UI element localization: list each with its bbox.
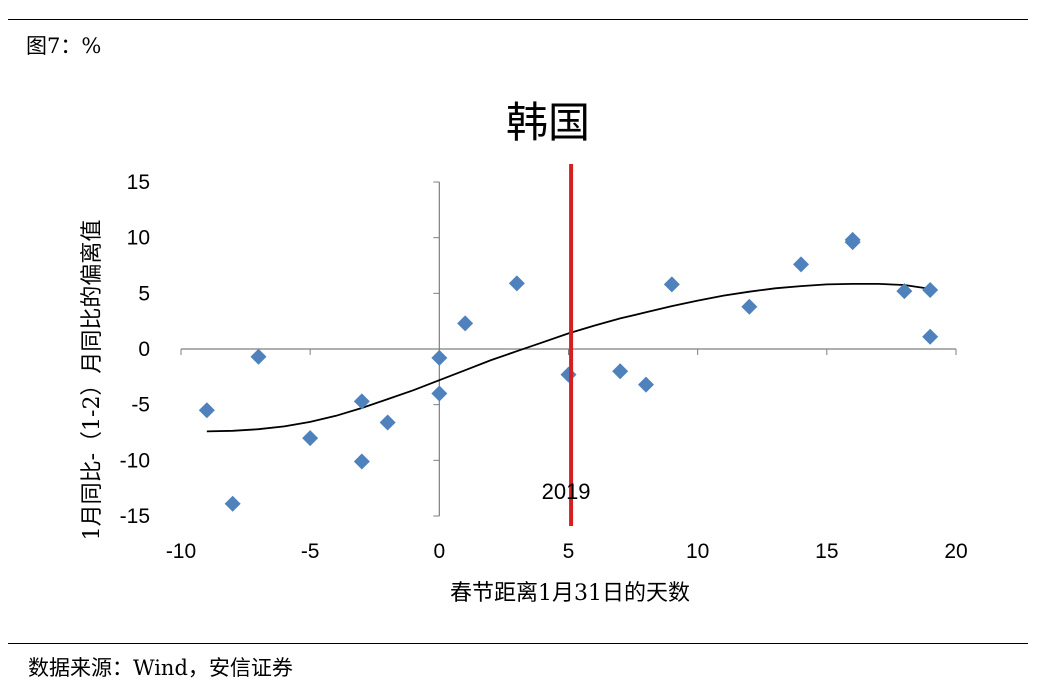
- data-point: [353, 453, 370, 470]
- y-tick-label: -5: [131, 394, 150, 417]
- data-point: [508, 275, 525, 292]
- data-point: [250, 348, 267, 365]
- x-tick-label: -5: [301, 540, 320, 563]
- reference-line-group: 2019: [542, 164, 591, 526]
- source-label: 数据来源：Wind，安信证券: [28, 656, 293, 680]
- data-point: [198, 402, 215, 419]
- trendline-group: [206, 283, 931, 433]
- data-point: [741, 298, 758, 315]
- y-tick-label: 15: [127, 171, 150, 194]
- data-point: [922, 328, 939, 345]
- y-tick-label: 0: [138, 338, 150, 361]
- x-tick-label: 10: [686, 540, 709, 563]
- figure-label: 图7：%: [26, 34, 102, 58]
- data-point: [224, 495, 241, 512]
- y-tick-label: -15: [120, 505, 150, 528]
- data-point: [431, 385, 448, 402]
- data-point: [379, 414, 396, 431]
- data-point: [896, 283, 913, 300]
- bottom-rule: [8, 643, 1028, 644]
- data-point: [560, 366, 577, 383]
- x-tick-label: 0: [433, 540, 445, 563]
- data-point: [922, 281, 939, 298]
- x-tick-label: -10: [166, 540, 196, 563]
- data-point: [638, 376, 654, 393]
- data-point: [457, 315, 474, 332]
- data-point: [612, 363, 629, 380]
- x-tick-label: 5: [563, 540, 575, 563]
- data-point: [302, 430, 319, 447]
- x-tick-label: 20: [944, 540, 967, 563]
- chart-title: 韩国: [506, 98, 590, 147]
- y-axis-title: 1月同比-（1-2）月同比的偏离值: [80, 220, 105, 541]
- x-tick-label: 15: [815, 540, 838, 563]
- data-point: [663, 276, 680, 293]
- data-point: [353, 393, 370, 410]
- y-tick-label: -10: [120, 449, 150, 472]
- y-tick-label: 5: [138, 282, 150, 305]
- axes: -15 -10 -5 0 5 10 15 -10 -5 0 5 10 15 20: [120, 171, 968, 563]
- data-point: [431, 349, 448, 366]
- data-point: [844, 231, 861, 248]
- trendline: [206, 283, 931, 433]
- data-points: [198, 231, 939, 512]
- y-tick-label: 10: [127, 227, 150, 250]
- x-axis-title: 春节距离1月31日的天数: [450, 581, 690, 606]
- data-point: [793, 256, 809, 273]
- top-rule: [8, 19, 1028, 20]
- reference-line-label: 2019: [542, 479, 591, 504]
- scatter-chart: 韩国 -15 -10 -5 0 5 10 15 -10 -5 0 5 10 15 20 2019 春节距离…: [80, 98, 968, 606]
